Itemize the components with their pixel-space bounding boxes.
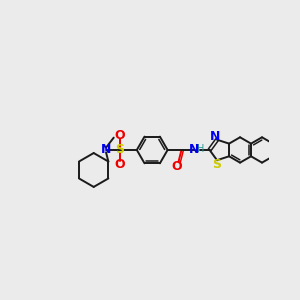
Text: O: O bbox=[172, 160, 182, 173]
Text: O: O bbox=[115, 129, 125, 142]
Text: N: N bbox=[101, 143, 111, 157]
Text: N: N bbox=[209, 130, 220, 143]
Text: H: H bbox=[197, 144, 204, 154]
Text: S: S bbox=[116, 143, 124, 157]
Text: N: N bbox=[189, 143, 200, 156]
Text: O: O bbox=[115, 158, 125, 171]
Text: S: S bbox=[212, 158, 221, 171]
